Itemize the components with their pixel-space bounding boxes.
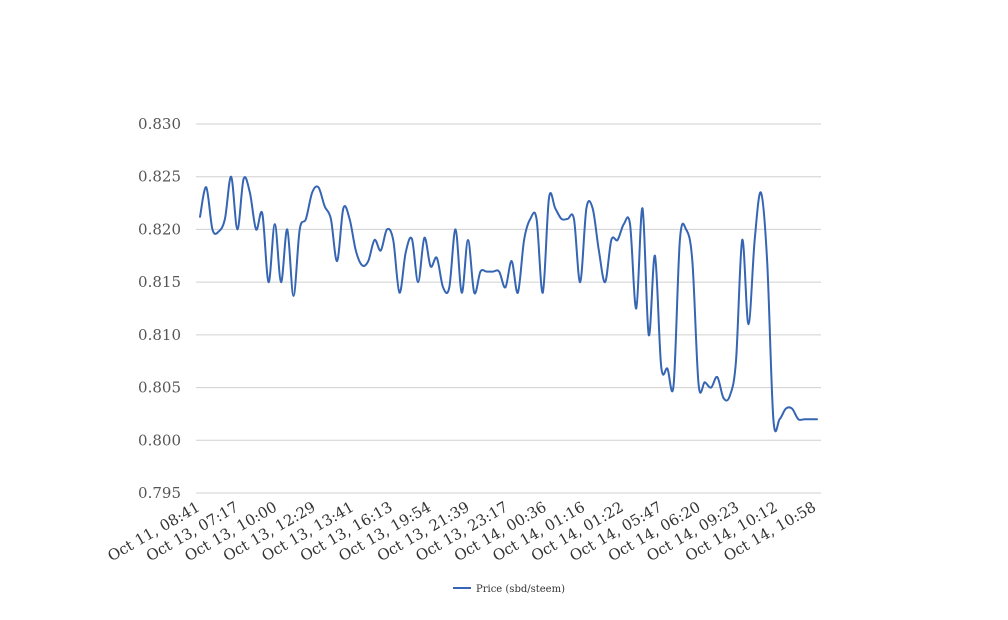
y-tick-label: 0.825	[138, 168, 181, 186]
series-layer	[199, 175, 818, 433]
y-tick-label: 0.810	[138, 326, 181, 344]
y-tick-label: 0.805	[138, 379, 181, 397]
y-tick-label: 0.830	[138, 115, 181, 133]
y-tick-label: 0.815	[138, 273, 181, 291]
series-line	[199, 175, 818, 433]
y-tick-label: 0.820	[138, 220, 181, 238]
y-axis-ticks: 0.795 0.800 0.805 0.810 0.815 0.820 0.825 0.830	[138, 115, 181, 502]
gridlines	[196, 123, 821, 494]
legend-label: Price (sbd/steem)	[476, 584, 565, 595]
y-tick-label: 0.800	[138, 431, 181, 449]
legend: Price (sbd/steem)	[453, 584, 565, 595]
y-tick-label: 0.795	[138, 484, 181, 502]
